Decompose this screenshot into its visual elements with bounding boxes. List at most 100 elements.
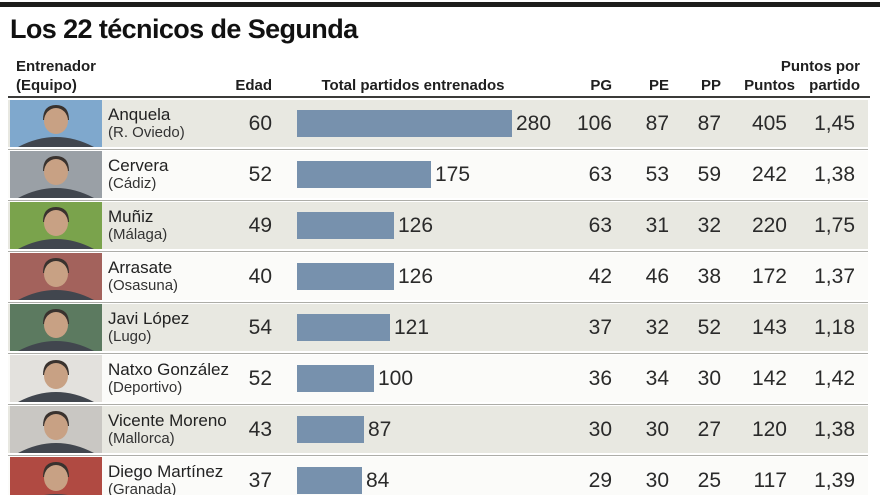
matches-bar-cell: 126 [297,202,433,249]
matches-bar-cell: 100 [297,355,413,402]
wins-value: 29 [588,469,612,492]
age-value: 52 [248,367,272,390]
coach-team: (Granada) [108,481,177,495]
row-divider [8,353,868,354]
table-row: Diego Martínez (Granada) 37 84 29 30 25 … [8,457,868,495]
losses-value: 25 [697,469,721,492]
column-header-coach: Entrenador (Equipo) [16,57,96,95]
losses-value: 87 [697,112,721,135]
coach-photo [10,100,102,147]
wins-value: 106 [576,112,612,135]
points-per-match-value: 1,37 [814,265,855,288]
matches-bar [297,365,374,392]
table-row: Javi López (Lugo) 54 121 37 32 52 143 1,… [8,304,868,351]
coach-team: (Mallorca) [108,430,175,447]
points-value: 220 [751,214,787,237]
coach-team: (Deportivo) [108,379,183,396]
column-header-coach-line2: (Equipo) [16,77,77,94]
table-row: Muñiz (Málaga) 49 126 63 31 32 220 1,75 [8,202,868,249]
coach-photo [10,355,102,402]
losses-value: 38 [697,265,721,288]
column-header-pe: PE [648,77,669,94]
coach-team: (Osasuna) [108,277,179,294]
coach-name: Muñiz [108,207,154,226]
matches-value: 84 [366,468,390,492]
matches-bar-cell: 280 [297,100,551,147]
coach-team: (Cádiz) [108,175,157,192]
points-value: 242 [751,163,787,186]
points-per-match-value: 1,45 [814,112,855,135]
photo-face [44,108,68,134]
photo-shoulders [18,290,94,300]
coach-name-cell: Natxo González (Deportivo) [108,360,229,397]
losses-value: 27 [697,418,721,441]
age-value: 60 [248,112,272,135]
points-value: 143 [751,316,787,339]
column-header-ppp-line2: partido [809,77,860,94]
points-per-match-value: 1,42 [814,367,855,390]
photo-face [44,312,68,338]
matches-bar-cell: 126 [297,253,433,300]
coach-name-cell: Javi López (Lugo) [108,309,189,346]
top-rule [0,2,880,7]
points-per-match-value: 1,18 [814,316,855,339]
matches-value: 126 [398,213,434,237]
coach-name-cell: Diego Martínez (Granada) [108,462,223,495]
losses-value: 59 [697,163,721,186]
coach-photo [10,304,102,351]
header-rule [8,96,870,98]
coach-photo [10,253,102,300]
column-header-total-partidos: Total partidos entrenados [321,77,505,94]
table-row: Vicente Moreno (Mallorca) 43 87 30 30 27… [8,406,868,453]
age-value: 54 [248,316,272,339]
coach-team: (Málaga) [108,226,168,243]
matches-bar-cell: 175 [297,151,470,198]
coach-name-cell: Arrasate (Osasuna) [108,258,178,295]
table-row: Cervera (Cádiz) 52 175 63 53 59 242 1,38 [8,151,868,198]
table-header: Entrenador (Equipo) Edad Total partidos … [0,0,880,98]
wins-value: 30 [588,418,612,441]
age-value: 40 [248,265,272,288]
matches-bar [297,416,364,443]
losses-value: 30 [697,367,721,390]
age-value: 49 [248,214,272,237]
wins-value: 37 [588,316,612,339]
points-value: 117 [753,469,787,492]
matches-value: 126 [398,264,434,288]
matches-value: 100 [378,366,414,390]
matches-value: 175 [435,162,471,186]
matches-bar-cell: 87 [297,406,391,453]
photo-shoulders [18,341,94,351]
points-per-match-value: 1,39 [814,469,855,492]
coach-name: Natxo González [108,360,229,379]
points-value: 405 [751,112,787,135]
photo-face [44,414,68,440]
matches-bar-cell: 121 [297,304,429,351]
losses-value: 32 [697,214,721,237]
photo-face [44,363,68,389]
matches-value: 121 [394,315,430,339]
row-divider [8,455,868,456]
draws-value: 34 [645,367,669,390]
coach-photo [10,151,102,198]
age-value: 37 [248,469,272,492]
coach-name-cell: Muñiz (Málaga) [108,207,167,244]
coach-name-cell: Cervera (Cádiz) [108,156,168,193]
table-body: Anquela (R. Oviedo) 60 280 106 87 87 405… [0,100,880,495]
column-header-coach-line1: Entrenador [16,58,97,75]
row-divider [8,302,868,303]
coach-team: (Lugo) [108,328,152,345]
matches-bar [297,110,512,137]
photo-face [44,465,68,491]
matches-bar [297,161,431,188]
column-header-pp: PP [700,77,721,94]
wins-value: 63 [588,214,612,237]
row-divider [8,149,868,150]
page-title: Los 22 técnicos de Segunda [10,14,358,44]
points-value: 120 [751,418,787,441]
wins-value: 63 [588,163,612,186]
coach-photo [10,202,102,249]
coach-name-cell: Anquela (R. Oviedo) [108,105,185,142]
column-header-ppp-line1: Puntos por [780,58,860,75]
matches-value: 87 [368,417,392,441]
